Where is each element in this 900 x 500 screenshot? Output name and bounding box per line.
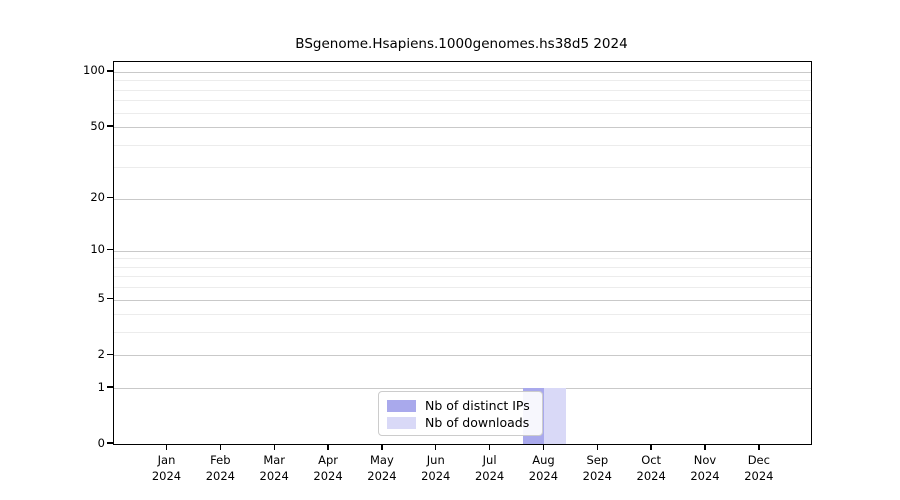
chart-title: BSgenome.Hsapiens.1000genomes.hs38d5 202… <box>295 36 628 52</box>
y-axis-tick-label: 50 <box>90 118 105 133</box>
x-axis-tick-label: Nov 2024 <box>690 453 720 483</box>
y-axis-tick-mark <box>107 249 113 251</box>
gridline-major <box>114 198 811 200</box>
x-axis-tick-label: Aug 2024 <box>528 453 559 483</box>
gridline-major <box>114 72 811 73</box>
gridline-minor <box>114 287 811 289</box>
gridline-minor <box>114 332 811 334</box>
y-axis-tick-label: 1 <box>97 379 105 394</box>
y-axis-tick-label: 2 <box>97 346 105 361</box>
legend-label: Nb of distinct IPs <box>425 398 530 413</box>
y-axis-tick-label: 20 <box>90 190 105 205</box>
x-axis-tick-label: Sep 2024 <box>582 453 612 483</box>
x-axis-tick-mark <box>704 444 706 450</box>
x-axis-tick-mark <box>596 444 598 450</box>
gridline-major <box>114 127 811 129</box>
x-axis-tick-label: May 2024 <box>367 453 397 483</box>
x-axis-tick-mark <box>758 444 760 450</box>
x-axis-tick-mark <box>488 444 491 450</box>
x-axis-tick-label: Dec 2024 <box>744 453 774 483</box>
gridline-major <box>114 299 811 301</box>
gridline-major <box>114 355 811 357</box>
x-axis-tick-mark <box>327 444 329 450</box>
y-axis-tick-mark <box>107 70 113 72</box>
x-axis-tick-mark <box>165 444 168 450</box>
plot-area <box>113 61 812 445</box>
x-axis-tick-mark <box>273 444 275 450</box>
x-axis-tick-label: Feb 2024 <box>205 453 235 483</box>
gridline-major <box>114 250 811 252</box>
gridline-minor <box>114 266 811 268</box>
grid-layer <box>114 62 811 444</box>
legend-entry: Nb of distinct IPs <box>387 398 534 414</box>
y-axis-tick-label: 0 <box>97 435 105 450</box>
legend: Nb of distinct IPs Nb of downloads <box>378 391 543 436</box>
x-axis-tick-mark <box>542 444 545 450</box>
legend-label: Nb of downloads <box>425 415 530 430</box>
x-axis-tick-label: Jul 2024 <box>474 453 505 483</box>
gridline-minor <box>114 80 811 82</box>
x-axis-tick-mark <box>219 444 222 450</box>
gridline-minor <box>114 144 811 146</box>
gridline-minor <box>114 112 811 114</box>
x-axis-tick-label: Oct 2024 <box>636 453 666 483</box>
legend-entry: Nb of downloads <box>387 415 534 431</box>
y-axis-tick-mark <box>107 442 113 444</box>
y-axis-tick-label: 5 <box>97 291 105 306</box>
legend-swatch <box>387 399 416 412</box>
y-axis-tick-mark <box>107 353 113 356</box>
gridline-minor <box>114 167 811 169</box>
y-axis-tick-mark <box>107 196 113 199</box>
y-axis-tick-label: 10 <box>90 242 105 257</box>
x-axis-tick-mark <box>650 444 652 450</box>
gridline-minor <box>114 100 811 102</box>
y-axis-tick-mark <box>107 125 113 127</box>
gridline-minor <box>114 89 811 91</box>
gridline-major <box>114 388 811 390</box>
gridline-minor <box>114 258 811 260</box>
y-axis-tick-mark <box>107 386 113 388</box>
gridline-minor <box>114 276 811 278</box>
gridline-minor <box>114 314 811 316</box>
x-axis-tick-label: Mar 2024 <box>259 453 289 483</box>
x-axis-tick-mark <box>435 444 437 450</box>
x-axis-tick-label: Apr 2024 <box>313 453 343 483</box>
bars-layer <box>114 62 811 444</box>
legend-swatch <box>387 416 416 429</box>
x-axis-tick-label: Jan 2024 <box>151 453 182 483</box>
y-axis-tick-mark <box>107 297 113 300</box>
x-axis-tick-label: Jun 2024 <box>421 453 451 483</box>
bar-downloads <box>544 388 566 444</box>
y-axis-tick-label: 100 <box>83 63 105 78</box>
x-axis-tick-mark <box>381 444 383 450</box>
